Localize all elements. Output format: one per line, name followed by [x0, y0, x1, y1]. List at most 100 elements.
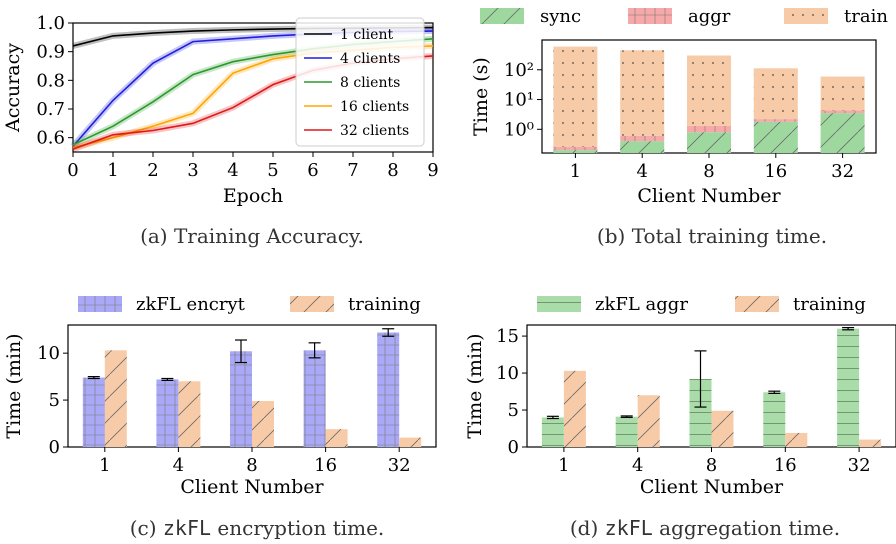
- panel-c-bar-hatch: [82, 377, 105, 447]
- panel-d-bar-hatch: [689, 378, 712, 447]
- panel-c-legend-swatch-hatch: [78, 296, 122, 312]
- panel-b-bar-hatch: [687, 55, 731, 126]
- panel-b-xtick-label: 8: [703, 161, 714, 182]
- panel-a-xtick-label: 0: [67, 160, 78, 181]
- panel-d-xtick-label: 8: [706, 455, 717, 476]
- panel-c-bar-hatch: [399, 437, 422, 447]
- panel-d-xlabel: Client Number: [640, 476, 784, 498]
- panel-c-ytick-label: 0: [49, 437, 60, 458]
- panel-b-ylabel: Time (s): [470, 57, 492, 136]
- panel-b-bar-hatch: [820, 113, 865, 153]
- panel-a-legend-label: 16 clients: [340, 99, 409, 115]
- panel-c-legend-swatch-hatch: [290, 296, 334, 312]
- panel-b-xlabel: Client Number: [637, 185, 781, 207]
- panel-b-bar-hatch: [687, 125, 731, 133]
- panel-a-ytick-label: 0.9: [36, 42, 65, 63]
- panel-c-xtick-label: 4: [173, 455, 184, 476]
- panel-c-ytick-label: 10: [37, 343, 60, 364]
- panel-b-xtick-label: 1: [570, 161, 581, 182]
- panel-d-xtick-label: 16: [774, 455, 797, 476]
- panel-b-bar-hatch: [687, 132, 731, 153]
- panel-c-bar-hatch: [178, 381, 201, 447]
- panel-d-bar-hatch: [711, 410, 734, 447]
- panel-a-legend-label: 32 clients: [340, 123, 409, 139]
- panel-b-xtick-label: 4: [636, 161, 647, 182]
- panel-a-xtick-label: 1: [107, 160, 118, 181]
- panel-d-xtick-label: 32: [848, 455, 871, 476]
- panel-c-ytick-label: 5: [49, 390, 60, 411]
- panel-d-legend-label: training: [793, 294, 866, 315]
- panel-b-bar-hatch: [620, 50, 665, 136]
- panel-d-ytick-label: 15: [496, 326, 519, 347]
- panel-a-xtick-label: 4: [227, 160, 238, 181]
- panel-c-encryption-time: 1 4 8 16 32 0 5 10 Client Number Time (min) zkFL e…: [3, 294, 437, 498]
- panel-b-legend-swatch-hatch: [628, 8, 672, 24]
- panel-d-legend-swatch-hatch: [537, 296, 581, 312]
- panel-d-ytick-label: 10: [496, 363, 519, 384]
- panel-a-ytick-label: 0.6: [36, 128, 65, 149]
- panel-d-bar-hatch: [563, 370, 586, 447]
- panel-a-xtick-label: 2: [147, 160, 158, 181]
- caption-d-mono: zkFL: [605, 516, 653, 540]
- panel-d-xtick-label: 4: [632, 455, 643, 476]
- panel-c-bar-hatch: [230, 351, 252, 447]
- caption-a: (a) Training Accuracy.: [140, 224, 364, 248]
- panel-a-legend-label: 8 clients: [340, 75, 400, 91]
- panel-c-xlabel: Client Number: [180, 476, 324, 498]
- panel-b-xtick-label: 32: [831, 161, 854, 182]
- panel-a-ylabel: Accuracy: [2, 43, 24, 133]
- panel-a-training-accuracy: 0 1 2 3 4 5 6 7 8 9 0.6 0.7 0.8 0.9 1.0 Epoch Accuracy 1 …: [2, 13, 439, 207]
- panel-c-bar-hatch: [325, 429, 348, 447]
- panel-d-bar-hatch: [763, 392, 786, 447]
- panel-d-bar-hatch: [859, 439, 882, 447]
- panel-a-ytick-label: 0.7: [36, 99, 65, 120]
- panel-b-legend-swatch-hatch: [784, 8, 828, 24]
- panel-d-ylabel: Time (min): [464, 333, 486, 438]
- panel-c-bar-hatch: [303, 350, 326, 447]
- panel-a-xtick-label: 8: [387, 160, 398, 181]
- panel-a-legend-label: 4 clients: [340, 51, 400, 67]
- panel-b-bar-hatch: [553, 46, 598, 147]
- panel-b-bar-hatch: [753, 68, 798, 120]
- panel-c-bar-hatch: [252, 401, 274, 447]
- panel-b-bar-hatch: [620, 135, 665, 142]
- panel-d-ytick-label: 0: [508, 437, 519, 458]
- panel-d-bar-hatch: [785, 432, 808, 447]
- panel-c-legend-label: zkFL encryt: [136, 294, 246, 315]
- panel-a-xtick-label: 7: [347, 160, 358, 181]
- panel-a-legend-label: 1 client: [340, 27, 393, 43]
- panel-a-xtick-label: 9: [427, 160, 438, 181]
- panel-b-legend-label: train: [844, 6, 888, 27]
- panel-d-bar-hatch: [637, 395, 660, 447]
- panel-b-legend-swatch-hatch: [480, 8, 524, 24]
- caption-d-suffix: aggregation time.: [653, 516, 840, 540]
- panel-a-ytick-label: 0.8: [36, 70, 65, 91]
- panel-a-xlabel: Epoch: [223, 185, 283, 207]
- caption-b: (b) Total training time.: [597, 224, 827, 248]
- panel-a-ytick-label: 1.0: [36, 13, 65, 34]
- panel-b-bar-hatch: [820, 110, 865, 114]
- panel-b-bar-hatch: [820, 76, 865, 111]
- caption-d-prefix: (d): [570, 516, 605, 540]
- panel-a-xtick-label: 6: [307, 160, 318, 181]
- panel-a-legend-box: [295, 17, 425, 147]
- panel-d-xtick-label: 1: [558, 455, 569, 476]
- caption-c: (c) zkFL encryption time.: [130, 516, 385, 540]
- panel-b-ytick-label: 10⁰: [504, 119, 534, 140]
- panel-b-xtick-label: 16: [764, 161, 787, 182]
- panel-d-legend-swatch-hatch: [735, 296, 779, 312]
- caption-d: (d) zkFL aggregation time.: [570, 516, 840, 540]
- panel-d-ytick-label: 5: [508, 400, 519, 421]
- panel-d-bar-hatch: [615, 416, 638, 447]
- panel-c-xtick-label: 32: [388, 455, 411, 476]
- panel-c-xtick-label: 16: [314, 455, 337, 476]
- panel-d-legend-label: zkFL aggr: [595, 294, 688, 315]
- panel-b-ytick-label: 10¹: [504, 90, 534, 111]
- panel-b-bar-hatch: [753, 121, 798, 153]
- panel-b-bar-hatch: [553, 150, 598, 153]
- panel-c-bar-hatch: [104, 350, 127, 447]
- panel-a-xtick-label: 5: [267, 160, 278, 181]
- panel-c-bar-hatch: [156, 379, 179, 447]
- panel-b-legend-label: aggr: [688, 6, 731, 27]
